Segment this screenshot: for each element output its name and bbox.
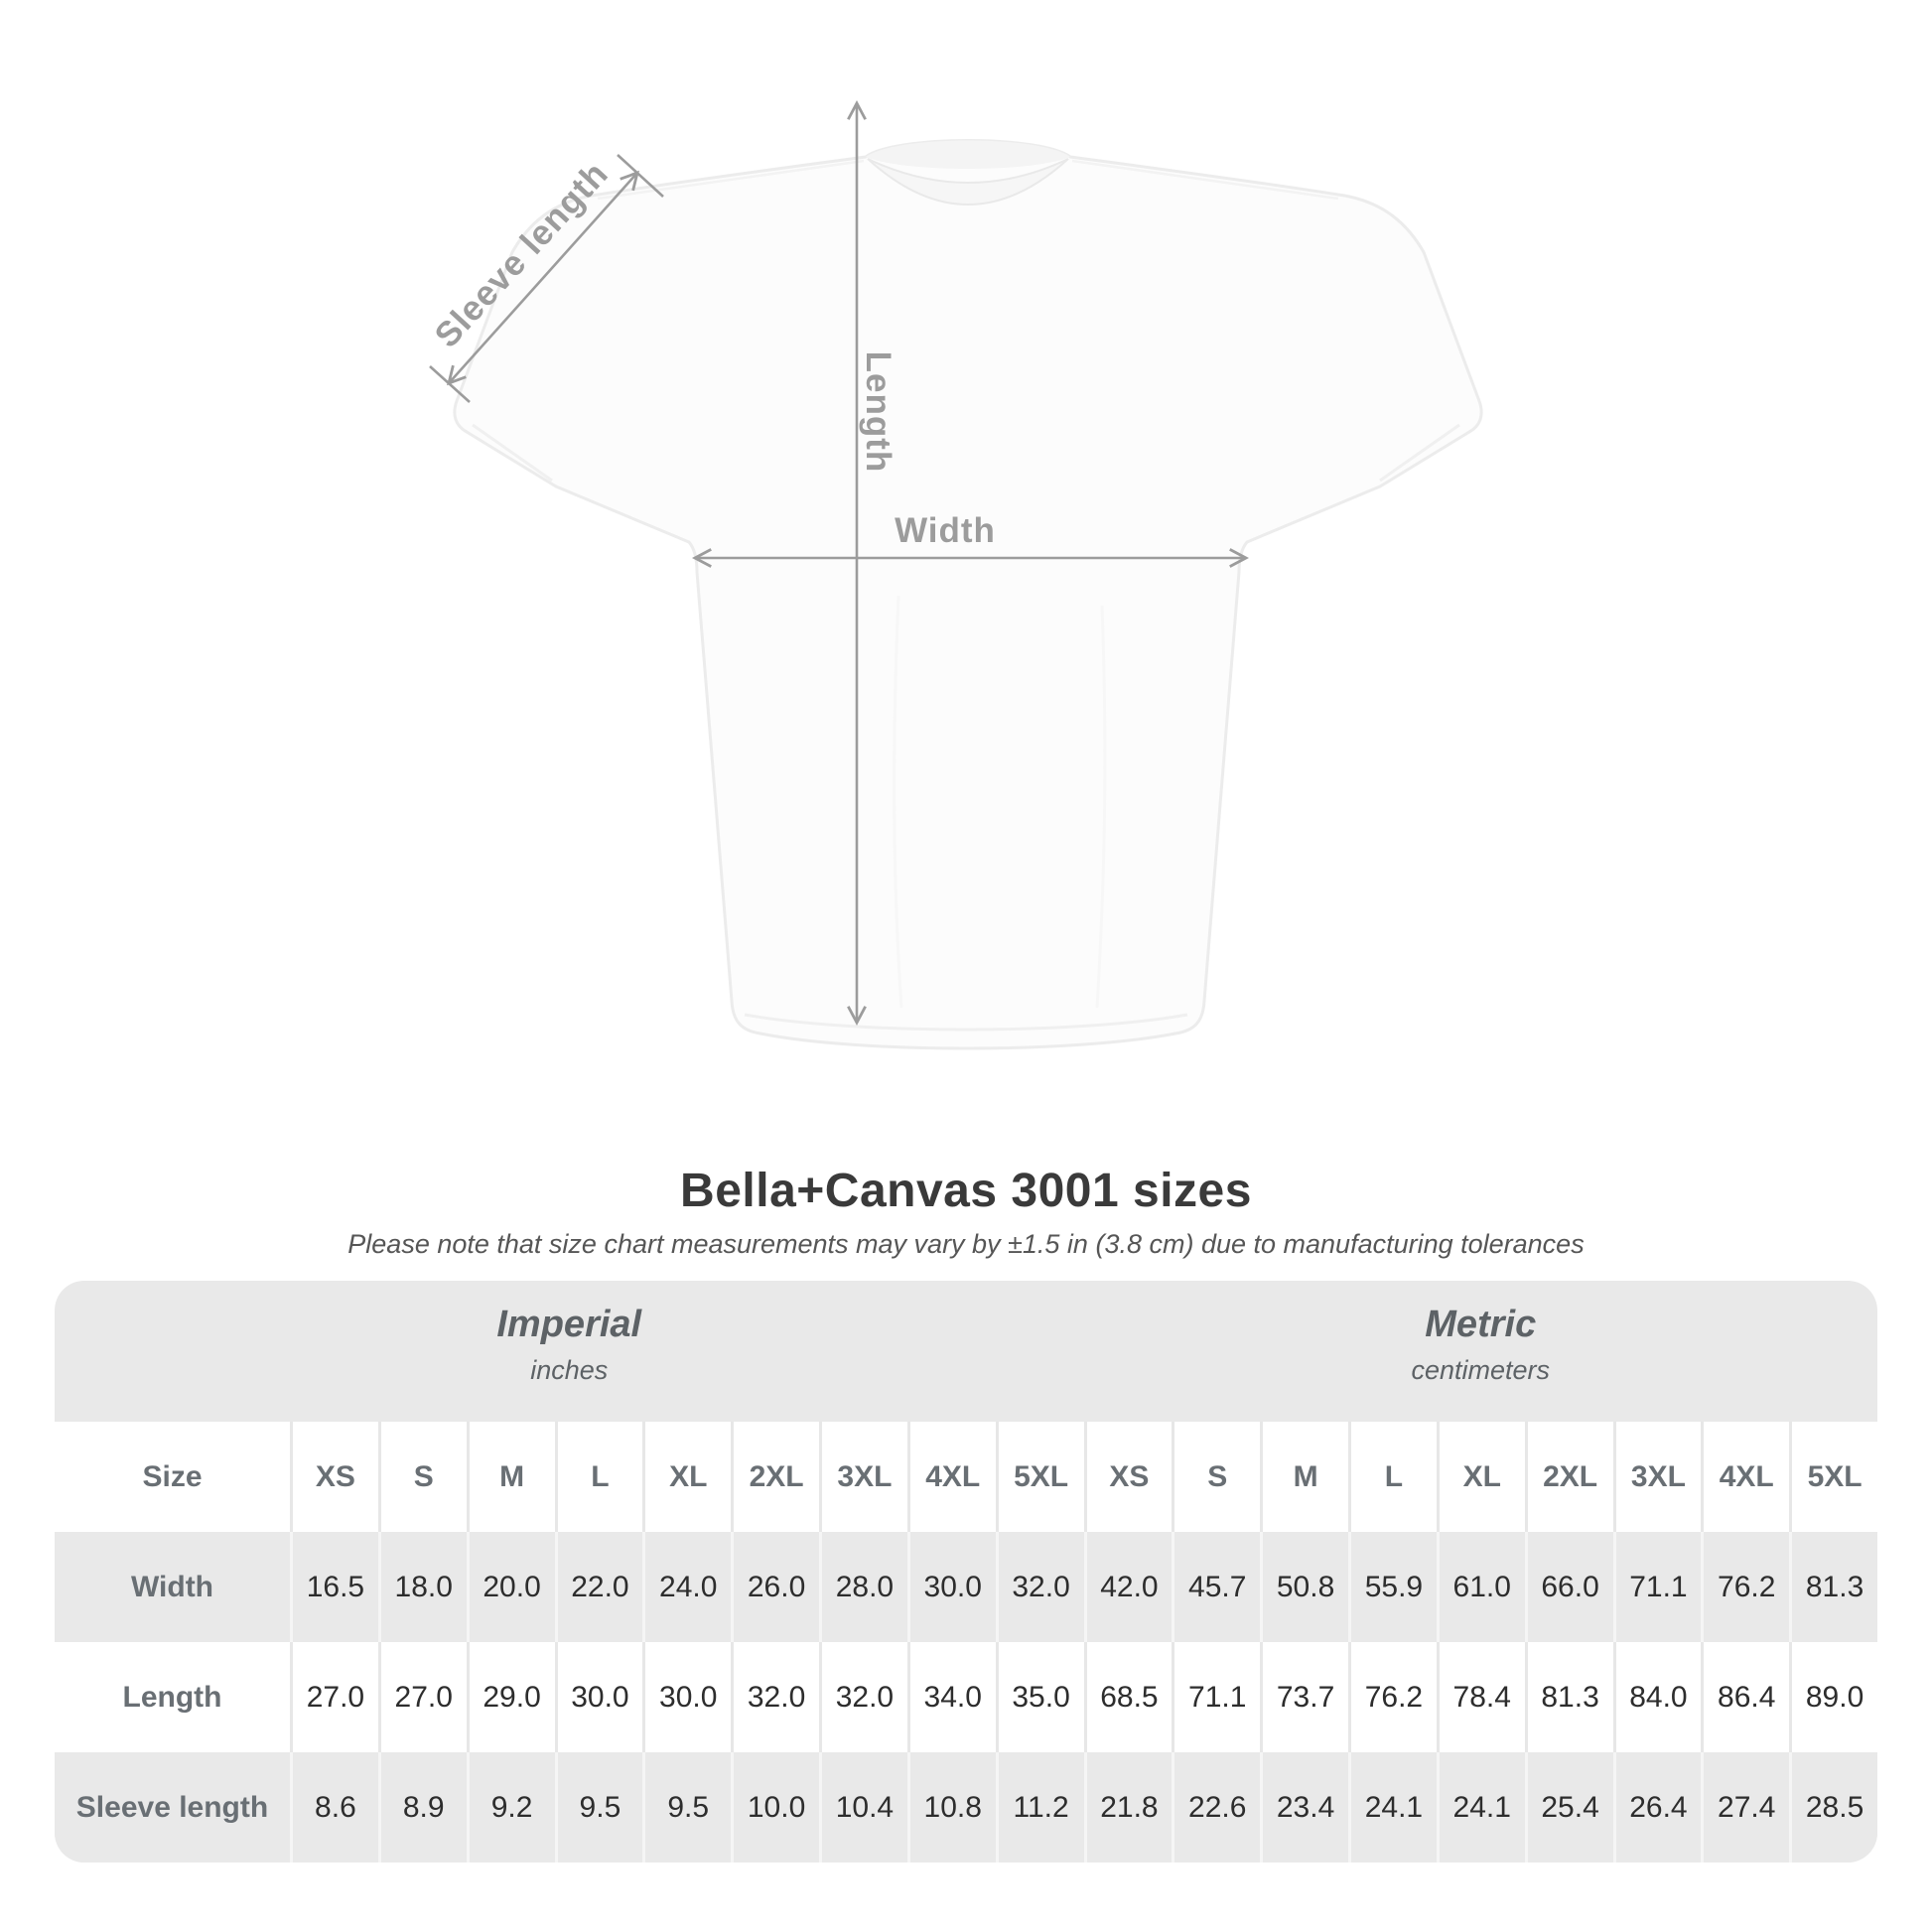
- sleeve-length-row: Sleeve length 8.6 8.9 9.2 9.5 9.5 10.0 1…: [55, 1752, 1877, 1863]
- value-cell: 21.8: [1083, 1752, 1173, 1863]
- value-cell: 71.1: [1172, 1642, 1260, 1752]
- value-cell: 24.1: [1436, 1752, 1525, 1863]
- size-header-cell: M: [1260, 1422, 1348, 1532]
- value-cell: 29.0: [466, 1642, 555, 1752]
- size-header-cell: 2XL: [1524, 1422, 1613, 1532]
- metric-header: Metric centimeters: [1084, 1281, 1878, 1422]
- value-cell: 28.0: [819, 1532, 907, 1642]
- value-cell: 28.5: [1789, 1752, 1877, 1863]
- value-cell: 81.3: [1789, 1532, 1877, 1642]
- tshirt-illustration: [453, 139, 1483, 1050]
- size-header-cell: L: [554, 1422, 643, 1532]
- value-cell: 34.0: [906, 1642, 996, 1752]
- value-cell: 23.4: [1260, 1752, 1348, 1863]
- page-title: Bella+Canvas 3001 sizes: [680, 1165, 1252, 1217]
- size-header-cell: XS: [1083, 1422, 1173, 1532]
- value-cell: 73.7: [1260, 1642, 1348, 1752]
- value-cell: 68.5: [1083, 1642, 1173, 1752]
- metric-units: centimeters: [1411, 1354, 1551, 1385]
- value-cell: 45.7: [1172, 1532, 1260, 1642]
- width-dimension: Width: [692, 511, 1249, 568]
- value-cell: 66.0: [1524, 1532, 1613, 1642]
- size-header-cell: 4XL: [1701, 1422, 1789, 1532]
- value-cell: 42.0: [1083, 1532, 1173, 1642]
- size-header-cell: 3XL: [1612, 1422, 1702, 1532]
- metric-label: Metric: [1425, 1303, 1537, 1345]
- size-header-cell: XL: [642, 1422, 731, 1532]
- value-cell: 27.4: [1701, 1752, 1789, 1863]
- value-cell: 61.0: [1436, 1532, 1525, 1642]
- value-cell: 32.0: [995, 1532, 1084, 1642]
- value-cell: 26.0: [731, 1532, 819, 1642]
- value-cell: 22.6: [1172, 1752, 1260, 1863]
- size-column-header: Size: [142, 1459, 203, 1493]
- size-header-cell: 5XL: [995, 1422, 1084, 1532]
- value-cell: 30.0: [554, 1642, 643, 1752]
- value-cell: 50.8: [1260, 1532, 1348, 1642]
- size-header-cell: 4XL: [906, 1422, 996, 1532]
- row-label: Width: [130, 1570, 214, 1603]
- unit-header-row: Imperial inches Metric centimeters: [55, 1281, 1877, 1422]
- value-cell: 76.2: [1348, 1642, 1437, 1752]
- value-cell: 84.0: [1612, 1642, 1702, 1752]
- value-cell: 9.2: [466, 1752, 555, 1863]
- width-label: Width: [895, 511, 996, 550]
- value-cell: 10.0: [731, 1752, 819, 1863]
- value-cell: 78.4: [1436, 1642, 1525, 1752]
- size-header-cell: 5XL: [1789, 1422, 1877, 1532]
- sleeve-length-arrow: [447, 170, 639, 386]
- value-cell: 22.0: [554, 1532, 643, 1642]
- value-cell: 27.0: [290, 1642, 378, 1752]
- value-cell: 32.0: [819, 1642, 907, 1752]
- value-cell: 76.2: [1701, 1532, 1789, 1642]
- row-label: Sleeve length: [75, 1790, 269, 1824]
- value-cell: 16.5: [290, 1532, 378, 1642]
- size-table: Imperial inches Metric centimeters Size …: [55, 1281, 1877, 1863]
- page-subtitle: Please note that size chart measurements…: [347, 1229, 1585, 1259]
- length-label: Length: [859, 351, 897, 474]
- size-header-cell: L: [1348, 1422, 1437, 1532]
- value-cell: 20.0: [466, 1532, 555, 1642]
- value-cell: 24.1: [1348, 1752, 1437, 1863]
- value-cell: 8.6: [290, 1752, 378, 1863]
- value-cell: 27.0: [377, 1642, 467, 1752]
- value-cell: 71.1: [1612, 1532, 1702, 1642]
- length-row: Length 27.0 27.0 29.0 30.0 30.0 32.0 32.…: [55, 1642, 1877, 1752]
- size-header-cell: M: [466, 1422, 555, 1532]
- value-cell: 55.9: [1348, 1532, 1437, 1642]
- value-cell: 89.0: [1789, 1642, 1877, 1752]
- value-cell: 18.0: [377, 1532, 467, 1642]
- value-cell: 11.2: [995, 1752, 1084, 1863]
- imperial-header: Imperial inches: [55, 1281, 1084, 1422]
- value-cell: 9.5: [554, 1752, 643, 1863]
- size-header-cell: 3XL: [819, 1422, 907, 1532]
- value-cell: 24.0: [642, 1532, 731, 1642]
- size-header-cell: XS: [290, 1422, 378, 1532]
- width-row: Width 16.5 18.0 20.0 22.0 24.0 26.0 28.0…: [55, 1532, 1877, 1642]
- value-cell: 30.0: [906, 1532, 996, 1642]
- value-cell: 30.0: [642, 1642, 731, 1752]
- size-header-cell: XL: [1436, 1422, 1525, 1532]
- imperial-label: Imperial: [496, 1303, 642, 1345]
- value-cell: 81.3: [1524, 1642, 1613, 1752]
- imperial-units: inches: [530, 1354, 609, 1385]
- value-cell: 9.5: [642, 1752, 731, 1863]
- value-cell: 8.9: [377, 1752, 467, 1863]
- row-label: Length: [122, 1680, 222, 1714]
- tshirt-diagram: Sleeve length Length Width: [427, 100, 1483, 1050]
- size-header-row: Size XS S M L XL 2XL 3XL 4XL 5XL XS S M …: [55, 1422, 1877, 1532]
- value-cell: 35.0: [995, 1642, 1084, 1752]
- size-header-cell: 2XL: [731, 1422, 819, 1532]
- value-cell: 32.0: [731, 1642, 819, 1752]
- size-header-cell: S: [1172, 1422, 1260, 1532]
- size-header-cell: S: [377, 1422, 467, 1532]
- value-cell: 10.8: [906, 1752, 996, 1863]
- value-cell: 86.4: [1701, 1642, 1789, 1752]
- value-cell: 25.4: [1524, 1752, 1613, 1863]
- value-cell: 26.4: [1612, 1752, 1702, 1863]
- value-cell: 10.4: [819, 1752, 907, 1863]
